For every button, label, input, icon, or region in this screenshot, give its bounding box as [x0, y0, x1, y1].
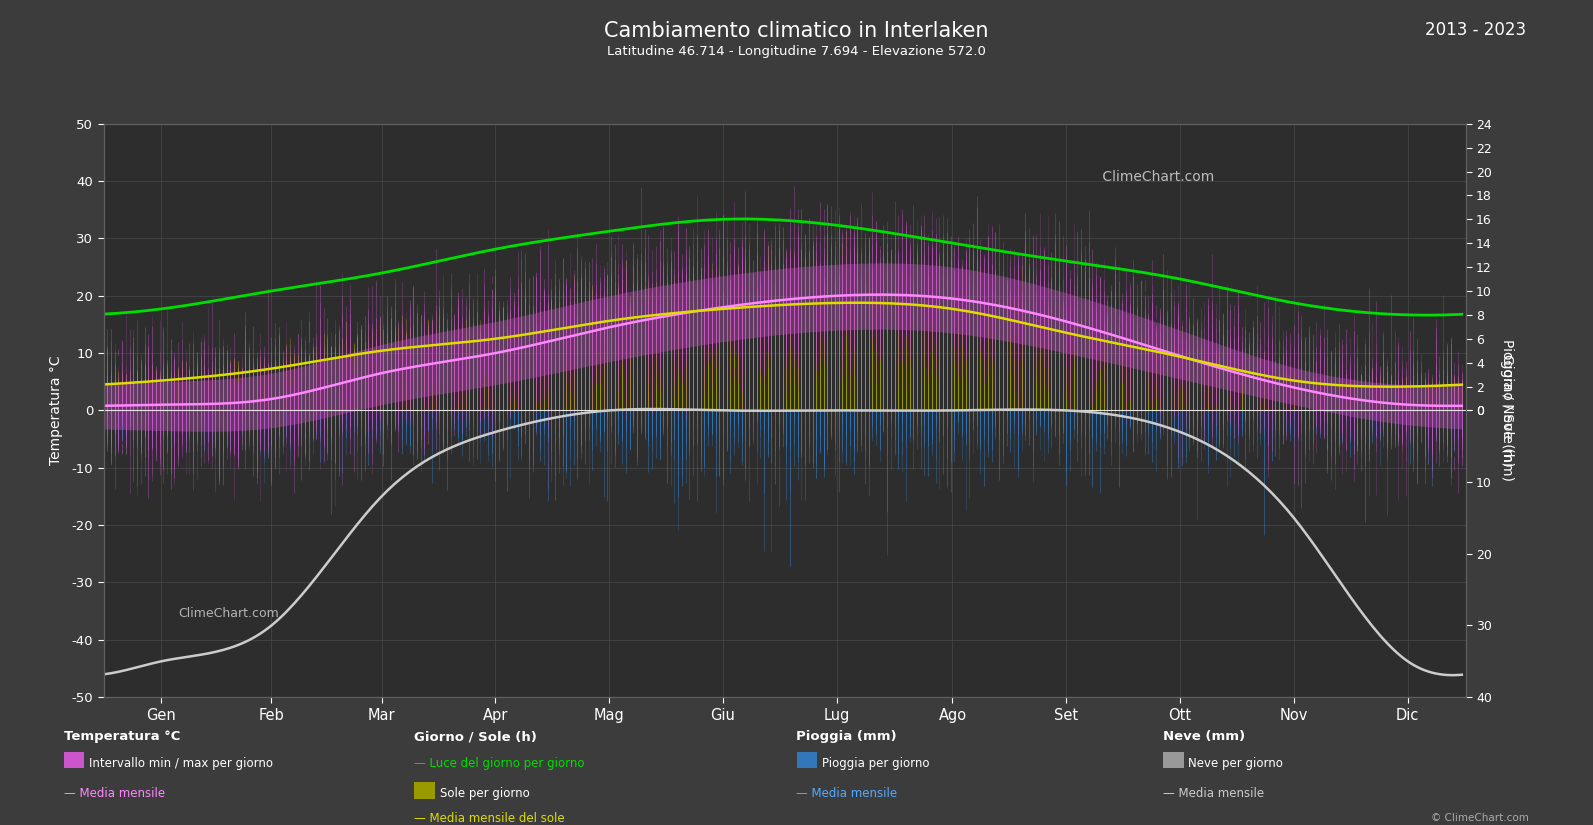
Text: Temperatura °C: Temperatura °C	[64, 730, 180, 743]
Text: Neve per giorno: Neve per giorno	[1188, 757, 1284, 770]
Text: ClimeChart.com: ClimeChart.com	[178, 607, 279, 620]
Text: Intervallo min / max per giorno: Intervallo min / max per giorno	[89, 757, 274, 770]
Text: — Media mensile: — Media mensile	[64, 787, 164, 800]
Y-axis label: Pioggia / Neve (mm): Pioggia / Neve (mm)	[1501, 339, 1513, 482]
Text: Giorno / Sole (h): Giorno / Sole (h)	[414, 730, 537, 743]
Text: — Media mensile: — Media mensile	[1163, 787, 1263, 800]
Text: © ClimeChart.com: © ClimeChart.com	[1432, 813, 1529, 823]
Text: Latitudine 46.714 - Longitudine 7.694 - Elevazione 572.0: Latitudine 46.714 - Longitudine 7.694 - …	[607, 45, 986, 59]
Text: ClimeChart.com: ClimeChart.com	[1098, 170, 1214, 184]
Y-axis label: Giorno / Sole (h): Giorno / Sole (h)	[1501, 354, 1513, 467]
Text: — Media mensile del sole: — Media mensile del sole	[414, 812, 566, 825]
Y-axis label: Temperatura °C: Temperatura °C	[49, 356, 64, 465]
Text: — Luce del giorno per giorno: — Luce del giorno per giorno	[414, 757, 585, 770]
Text: Neve (mm): Neve (mm)	[1163, 730, 1246, 743]
Text: Pioggia per giorno: Pioggia per giorno	[822, 757, 929, 770]
Text: 2013 - 2023: 2013 - 2023	[1426, 21, 1526, 39]
Text: Cambiamento climatico in Interlaken: Cambiamento climatico in Interlaken	[604, 21, 989, 40]
Text: Pioggia (mm): Pioggia (mm)	[796, 730, 897, 743]
Text: Sole per giorno: Sole per giorno	[440, 787, 529, 800]
Text: — Media mensile: — Media mensile	[796, 787, 897, 800]
